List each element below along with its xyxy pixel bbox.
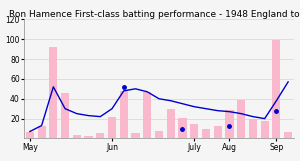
Bar	[26, 132, 34, 138]
Bar	[85, 137, 93, 138]
Bar	[178, 118, 187, 138]
Bar	[38, 126, 46, 138]
Bar	[143, 92, 152, 138]
Bar	[260, 121, 269, 138]
Bar	[202, 128, 210, 138]
Bar	[96, 133, 104, 138]
Bar	[190, 124, 198, 138]
Bar	[214, 126, 222, 138]
Bar	[284, 132, 292, 138]
Bar	[272, 40, 281, 138]
Bar	[167, 109, 175, 138]
Bar	[131, 133, 140, 138]
Bar	[61, 93, 69, 138]
Bar	[108, 117, 116, 138]
Bar	[225, 110, 233, 138]
Title: Ron Hamence First-class batting performance - 1948 England tour: Ron Hamence First-class batting performa…	[9, 9, 300, 19]
Bar	[73, 136, 81, 138]
Bar	[49, 47, 58, 138]
Bar	[249, 119, 257, 138]
Bar	[155, 131, 163, 138]
Bar	[120, 91, 128, 138]
Bar	[237, 100, 245, 138]
